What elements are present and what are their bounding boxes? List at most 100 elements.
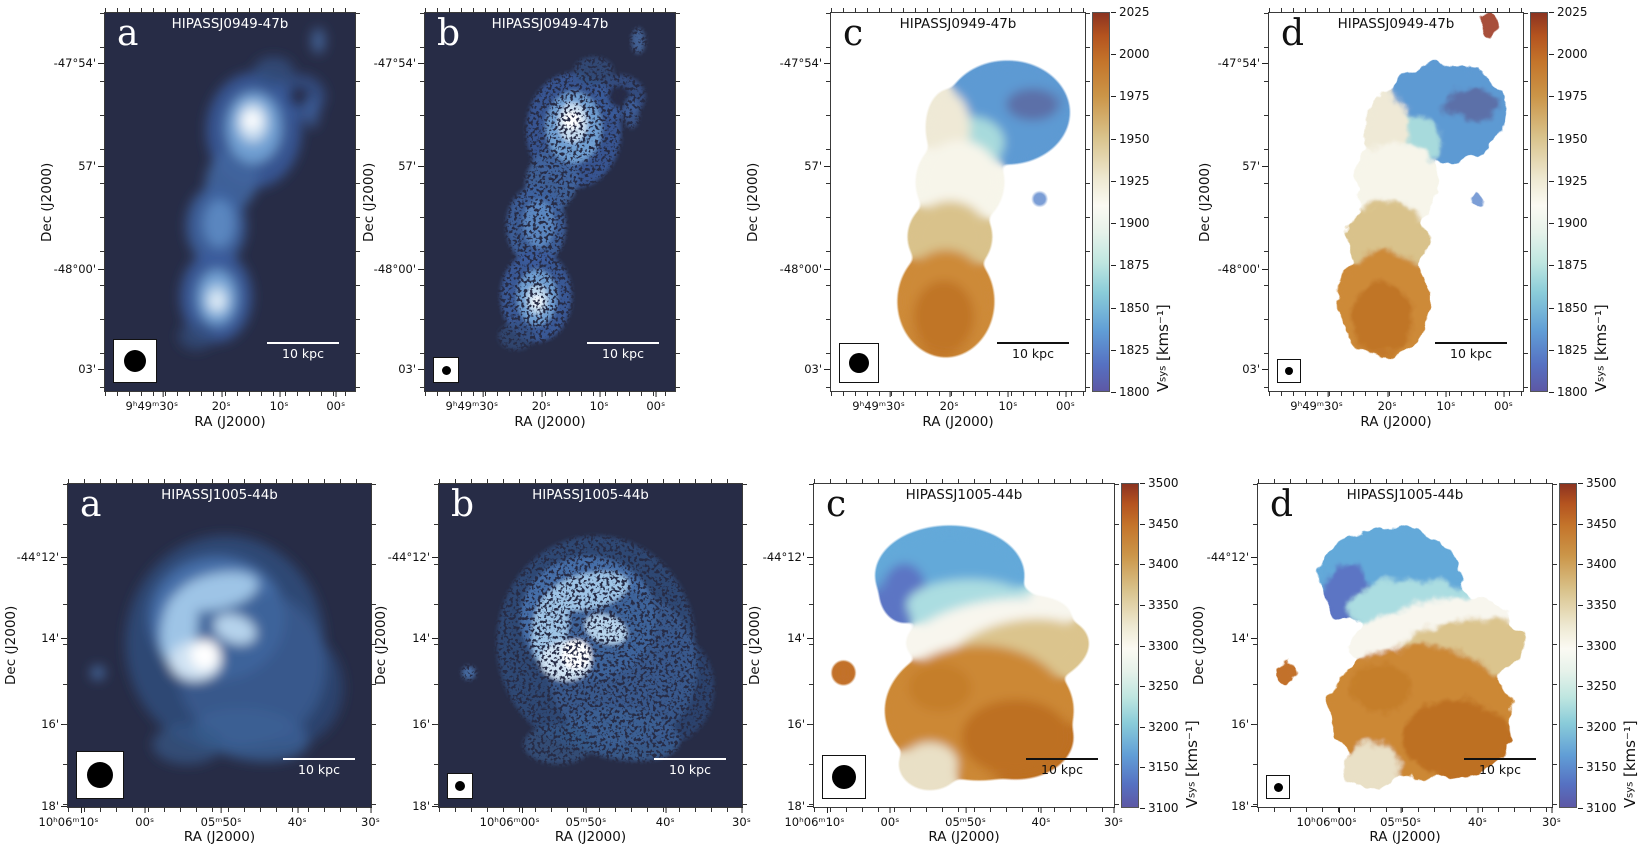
- beam-indicator: [839, 343, 879, 383]
- colorbar-tick-label: 3500: [1578, 476, 1617, 490]
- colorbar-tick-label: 3500: [1140, 476, 1179, 490]
- dec-tick-labels: -47°54' 57' -48°00' 03': [53, 12, 105, 392]
- ra-tick-label: 00ˢ: [1494, 391, 1513, 413]
- dec-tick-label: 14': [1231, 631, 1257, 646]
- ra-tick-label: 10ˢ: [269, 391, 289, 413]
- colorbar-tick-label: 1950: [1549, 131, 1588, 146]
- dec-tick-label: -47°54': [373, 56, 425, 71]
- ra-tick-label: 00ˢ: [326, 391, 346, 413]
- ra-tick-label: 10ˢ: [998, 391, 1018, 413]
- beam-indicator: [447, 773, 473, 799]
- colorbar-tick-label: 1900: [1549, 216, 1588, 231]
- minor-ticks: [831, 8, 1085, 13]
- panel-letter: c: [843, 13, 864, 54]
- dec-tick-label: 03': [398, 362, 424, 377]
- ra-tick-labels: 9ʰ49ᵐ30ˢ 20ˢ 10ˢ 00ˢ: [830, 391, 1086, 414]
- scalebar-line: [283, 757, 355, 760]
- scalebar: 10 kpc: [1435, 341, 1507, 361]
- dec-tick-label: -48°00': [779, 261, 831, 276]
- ra-tick-label: 20ˢ: [939, 391, 959, 413]
- panel-letter: a: [80, 484, 102, 525]
- colorbar-tick-label: 3400: [1578, 557, 1617, 572]
- colorbar-tick-label: 3300: [1140, 638, 1179, 653]
- dec-tick-labels: -44°12' 14' 16' 18': [763, 483, 814, 813]
- scalebar: 10 kpc: [267, 341, 339, 361]
- colorbar: 3500 3450 3400 3350 3300 3250 3200 3150 …: [1121, 476, 1213, 815]
- dec-tick-label: 16': [41, 717, 67, 732]
- ra-tick-label: 40ˢ: [287, 807, 307, 829]
- beam-icon: [124, 350, 146, 372]
- hi-intensity-map-high-res: [425, 13, 675, 391]
- colorbar-tick-label: 1925: [1111, 173, 1150, 188]
- dec-tick-label: 18': [787, 798, 813, 813]
- beam-icon: [87, 762, 113, 788]
- colorbar-tick-label: 2025: [1111, 5, 1150, 19]
- beam-icon: [455, 781, 465, 791]
- minor-ticks: [1269, 8, 1523, 13]
- scalebar-line: [267, 341, 339, 344]
- beam-icon: [441, 365, 451, 375]
- hi-intensity-map-low-res: [105, 13, 355, 391]
- dec-tick-label: -48°00': [1217, 261, 1269, 276]
- minor-ticks: [742, 484, 747, 807]
- colorbar-tick-label: 1925: [1549, 173, 1588, 188]
- dec-axis-label: Dec (J2000): [1191, 605, 1207, 686]
- dec-axis-label: Dec (J2000): [747, 605, 763, 686]
- colorbar-tick-label: 2000: [1111, 47, 1150, 62]
- scalebar-line: [1026, 757, 1098, 760]
- dec-tick-labels: -47°54' 57' -48°00' 03': [779, 12, 831, 392]
- minor-ticks: [439, 479, 742, 484]
- dec-tick-label: 14': [787, 631, 813, 646]
- colorbar-tick-label: 1825: [1549, 342, 1588, 357]
- minor-ticks: [355, 13, 360, 391]
- ra-tick-labels: 10ʰ06ᵐ00ˢ 05ᵐ50ˢ 40ˢ 30ˢ: [1257, 807, 1561, 830]
- scalebar-label: 10 kpc: [1479, 762, 1521, 777]
- ra-tick-label: 05ᵐ50ˢ: [945, 807, 986, 829]
- ra-axis-label: RA (J2000): [928, 829, 1000, 845]
- ra-tick-label: 10ˢ: [1436, 391, 1456, 413]
- colorbar-tick-label: 1850: [1549, 300, 1588, 315]
- dec-tick-label: 18': [41, 798, 67, 813]
- ra-tick-label: 20ˢ: [211, 391, 231, 413]
- colorbar-gradient: [1121, 483, 1139, 808]
- dec-tick-label: -47°54': [1217, 56, 1269, 71]
- colorbar-tick-label: 3100: [1140, 801, 1179, 815]
- panel-letter: a: [117, 13, 139, 54]
- colorbar-tick-label: 3300: [1578, 638, 1617, 653]
- dec-tick-label: -44°12': [16, 550, 68, 565]
- minor-ticks: [68, 807, 371, 812]
- minor-ticks: [1258, 807, 1552, 812]
- minor-ticks: [425, 391, 675, 396]
- ra-tick-label: 9ʰ49ᵐ30ˢ: [445, 391, 499, 413]
- ra-tick-labels: 10ʰ06ᵐ00ˢ 05ᵐ50ˢ 40ˢ 30ˢ: [438, 807, 751, 830]
- dec-tick-label: -47°54': [53, 56, 105, 71]
- beam-indicator: [1266, 775, 1290, 799]
- dec-tick-label: 18': [1231, 798, 1257, 813]
- minor-ticks: [1085, 13, 1090, 391]
- minor-ticks: [105, 391, 355, 396]
- dec-tick-labels: -47°54' 57' -48°00' 03': [373, 12, 425, 392]
- panel-title: HIPASSJ1005-44b: [532, 487, 649, 503]
- dec-tick-label: 14': [41, 631, 67, 646]
- ra-tick-label: 30ˢ: [361, 807, 380, 829]
- colorbar-tick-label: 1950: [1111, 131, 1150, 146]
- panel-letter: b: [437, 13, 461, 54]
- scalebar-line: [1464, 757, 1536, 760]
- ra-tick-label: 00ˢ: [135, 807, 155, 829]
- panel-0949-a: a HIPASSJ0949-47b 10 kpc: [100, 8, 360, 396]
- panel-title: HIPASSJ1005-44b: [905, 487, 1023, 503]
- minor-ticks: [831, 391, 1085, 396]
- colorbar-tick-label: 3350: [1578, 597, 1617, 612]
- colorbar-gradient: [1092, 12, 1110, 392]
- panel-0949-c: c HIPASSJ0949-47b 10 kpc: [826, 8, 1090, 396]
- colorbar-tick-label: 3350: [1140, 597, 1179, 612]
- beam-icon: [849, 353, 869, 373]
- dec-tick-label: 03': [78, 362, 104, 377]
- ra-tick-label: 10ʰ06ᵐ00ˢ: [479, 807, 540, 829]
- minor-ticks: [1269, 391, 1523, 396]
- beam-indicator: [433, 357, 459, 383]
- colorbar-tick-label: 2025: [1549, 5, 1588, 19]
- dec-tick-label: 14': [412, 631, 438, 646]
- scalebar-label: 10 kpc: [1041, 762, 1083, 777]
